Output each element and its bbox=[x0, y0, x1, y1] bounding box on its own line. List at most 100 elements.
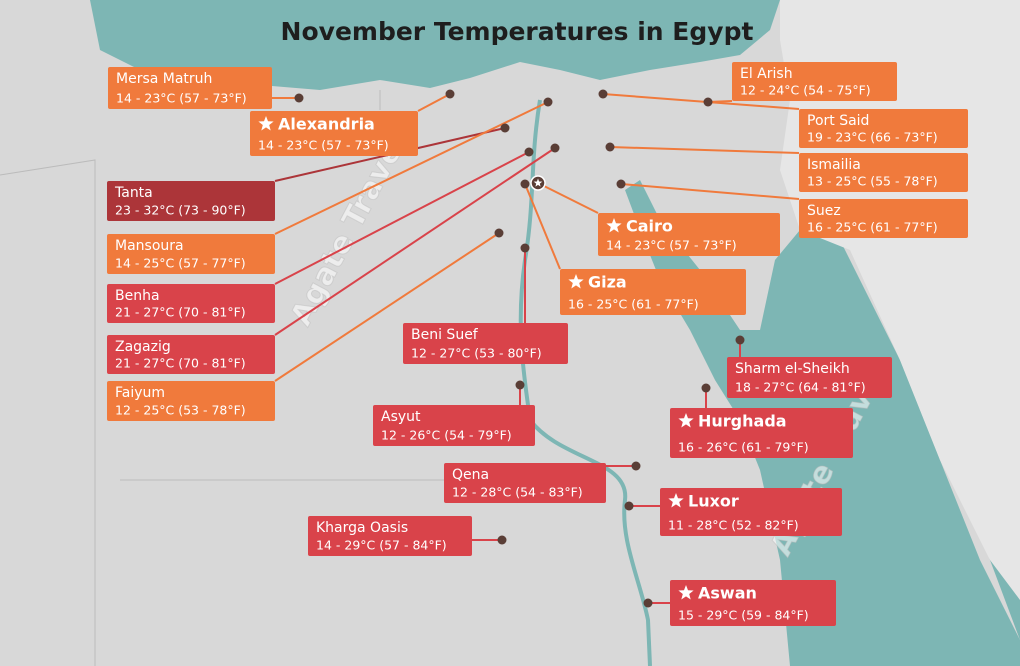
star-icon bbox=[668, 493, 684, 508]
city-name: Sharm el-Sheikh bbox=[735, 361, 850, 377]
label-box bbox=[727, 357, 892, 398]
city-temps: 14 - 25°C (57 - 77°F) bbox=[115, 256, 246, 271]
city-temps: 12 - 28°C (54 - 83°F) bbox=[452, 485, 583, 500]
label-box bbox=[308, 516, 472, 556]
city-label: Hurghada 16 - 26°C (61 - 79°F) bbox=[670, 408, 853, 458]
city-dot bbox=[550, 143, 560, 153]
city-temps: 11 - 28°C (52 - 82°F) bbox=[668, 518, 799, 533]
leader-line bbox=[524, 183, 561, 270]
city-label: Mersa Matruh 14 - 23°C (57 - 73°F) bbox=[108, 67, 272, 109]
city-name: Giza bbox=[588, 273, 627, 292]
leader-line bbox=[274, 232, 500, 382]
star-icon bbox=[568, 274, 584, 289]
city-temps: 23 - 32°C (73 - 90°F) bbox=[115, 203, 246, 218]
label-box bbox=[799, 109, 968, 148]
city-dot bbox=[624, 501, 634, 511]
city-temps: 15 - 29°C (59 - 84°F) bbox=[678, 608, 809, 623]
city-name: Benha bbox=[115, 288, 160, 304]
city-label: Qena 12 - 28°C (54 - 83°F) bbox=[444, 463, 606, 503]
city-name: Luxor bbox=[688, 492, 739, 511]
label-box bbox=[560, 269, 746, 315]
city-dot bbox=[735, 335, 745, 345]
city-dot bbox=[701, 383, 711, 393]
city-label: Beni Suef 12 - 27°C (53 - 80°F) bbox=[403, 323, 568, 364]
label-box bbox=[444, 463, 606, 503]
city-temps: 19 - 23°C (66 - 73°F) bbox=[807, 130, 938, 145]
star-icon bbox=[258, 116, 274, 131]
city-name: Hurghada bbox=[698, 412, 787, 431]
label-box bbox=[107, 335, 275, 374]
city-dot bbox=[520, 179, 530, 189]
city-dot bbox=[500, 123, 510, 133]
star-icon bbox=[678, 585, 694, 600]
city-dot bbox=[445, 89, 455, 99]
city-temps: 16 - 25°C (61 - 77°F) bbox=[568, 297, 699, 312]
city-label: Aswan 15 - 29°C (59 - 84°F) bbox=[670, 580, 836, 626]
city-name: Tanta bbox=[114, 185, 153, 201]
city-name: Port Said bbox=[807, 113, 869, 129]
label-box bbox=[250, 111, 418, 156]
city-temps: 14 - 29°C (57 - 84°F) bbox=[316, 538, 447, 553]
city-dot bbox=[497, 535, 507, 545]
city-name: Qena bbox=[452, 467, 489, 483]
label-box bbox=[107, 234, 275, 274]
city-temps: 16 - 25°C (61 - 77°F) bbox=[807, 220, 938, 235]
city-name: Mansoura bbox=[115, 238, 184, 254]
city-label: Giza 16 - 25°C (61 - 77°F) bbox=[560, 269, 746, 315]
city-dot bbox=[543, 97, 553, 107]
city-dot bbox=[494, 228, 504, 238]
city-name: Ismailia bbox=[807, 157, 861, 173]
city-label: Sharm el-Sheikh 18 - 27°C (64 - 81°F) bbox=[727, 357, 892, 398]
city-name: Aswan bbox=[698, 584, 757, 603]
city-temps: 18 - 27°C (64 - 81°F) bbox=[735, 380, 866, 395]
city-temps: 21 - 27°C (70 - 81°F) bbox=[115, 305, 246, 320]
label-box bbox=[598, 213, 780, 256]
leader-line bbox=[417, 93, 451, 112]
label-box bbox=[670, 408, 853, 458]
city-temps: 14 - 23°C (57 - 73°F) bbox=[606, 238, 737, 253]
city-label: Kharga Oasis 14 - 29°C (57 - 84°F) bbox=[308, 516, 472, 556]
label-box bbox=[107, 284, 275, 323]
city-label: Tanta 23 - 32°C (73 - 90°F) bbox=[107, 181, 275, 221]
city-label: Mansoura 14 - 25°C (57 - 77°F) bbox=[107, 234, 275, 274]
city-temps: 12 - 27°C (53 - 80°F) bbox=[411, 346, 542, 361]
city-name: Mersa Matruh bbox=[116, 71, 212, 87]
leader-line bbox=[537, 182, 599, 214]
city-dot bbox=[524, 147, 534, 157]
city-name: Kharga Oasis bbox=[316, 520, 408, 536]
city-temps: 14 - 23°C (57 - 73°F) bbox=[116, 91, 247, 106]
city-dot bbox=[616, 179, 626, 189]
label-box bbox=[799, 153, 968, 192]
city-dot bbox=[631, 461, 641, 471]
city-temps: 16 - 26°C (61 - 79°F) bbox=[678, 440, 809, 455]
borders bbox=[0, 90, 500, 666]
label-box bbox=[799, 199, 968, 238]
city-temps: 13 - 25°C (55 - 78°F) bbox=[807, 174, 938, 189]
city-name: El Arish bbox=[740, 66, 793, 82]
city-temps: 14 - 23°C (57 - 73°F) bbox=[258, 138, 389, 153]
label-box bbox=[670, 580, 836, 626]
city-dot bbox=[515, 380, 525, 390]
map-title: November Temperatures in Egypt bbox=[281, 17, 754, 46]
city-temps: 12 - 25°C (53 - 78°F) bbox=[115, 403, 246, 418]
leader-line bbox=[609, 146, 800, 154]
city-name: Asyut bbox=[381, 409, 421, 425]
city-dot bbox=[294, 93, 304, 103]
city-dot bbox=[520, 243, 530, 253]
city-name: Zagazig bbox=[115, 339, 171, 355]
city-name: Cairo bbox=[626, 217, 673, 236]
city-dot bbox=[605, 142, 615, 152]
city-label: Faiyum 12 - 25°C (53 - 78°F) bbox=[107, 381, 275, 421]
city-dot bbox=[598, 89, 608, 99]
city-temps: 21 - 27°C (70 - 81°F) bbox=[115, 356, 246, 371]
city-dot bbox=[703, 97, 713, 107]
leader-line bbox=[274, 147, 556, 336]
city-name: Beni Suef bbox=[411, 327, 479, 343]
city-label: Cairo 14 - 23°C (57 - 73°F) bbox=[598, 213, 780, 256]
